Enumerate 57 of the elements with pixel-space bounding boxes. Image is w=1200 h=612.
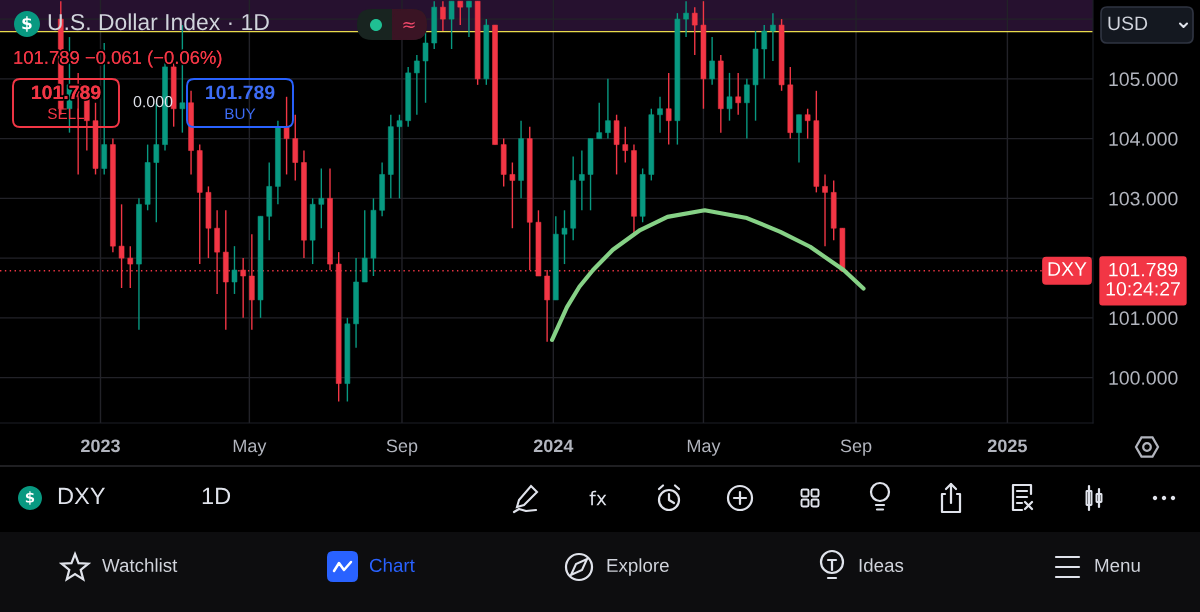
- candlestick: [231, 245, 238, 295]
- candlestick: [396, 114, 403, 200]
- candlestick: [735, 72, 741, 116]
- x-tick-label: Sep: [840, 439, 872, 456]
- candlestick: [796, 114, 802, 164]
- candlestick: [726, 72, 733, 122]
- candlestick: [457, 0, 464, 26]
- candlestick: [509, 161, 516, 229]
- ref-line-label: DXY: [1048, 262, 1087, 276]
- candlestick: [292, 114, 299, 182]
- candlestick: [579, 149, 585, 212]
- candlestick: [744, 78, 750, 140]
- annotation: 101.789: [206, 85, 275, 100]
- candlestick: [691, 6, 698, 56]
- y-tick-label: 100.000: [1109, 371, 1178, 385]
- y-tick-label: 101.000: [1109, 311, 1178, 326]
- candlestick: [318, 167, 325, 229]
- candlestick: [657, 96, 663, 134]
- candlestick: [596, 102, 602, 140]
- candlestick: [665, 72, 672, 146]
- x-tick-label: 2024: [533, 439, 574, 453]
- candlestick: [770, 12, 776, 62]
- x-tick-label: May: [233, 439, 267, 456]
- text: Chart: [369, 558, 415, 573]
- candlestick: [561, 209, 568, 265]
- candlestick: [448, 0, 455, 50]
- candlestick: [440, 0, 446, 32]
- x-tick-label: Sep: [386, 439, 418, 456]
- candlestick: [709, 36, 715, 86]
- y-tick-label: 103.000: [1109, 191, 1178, 206]
- annotation: BUY: [225, 108, 256, 120]
- candlestick: [683, 0, 689, 38]
- text: DXY: [58, 487, 106, 505]
- candlestick: [761, 24, 767, 80]
- text: 101.789 10:24:27: [1106, 262, 1180, 296]
- text: Ideas: [859, 558, 904, 573]
- y-tick-label: 104.000: [1109, 132, 1178, 146]
- candlestick: [622, 125, 629, 164]
- candlestick: [613, 114, 620, 176]
- candlestick: [804, 108, 811, 140]
- candlestick: [822, 173, 828, 247]
- text: USD: [1108, 16, 1148, 31]
- candlestick: [466, 0, 472, 38]
- candlestick: [605, 78, 611, 140]
- y-tick-label: 105.000: [1109, 72, 1178, 87]
- text: 1D: [202, 487, 231, 505]
- candlestick: [414, 54, 420, 116]
- candlestick: [361, 209, 368, 283]
- line-series: [549, 208, 866, 343]
- text: Explore: [607, 558, 669, 576]
- x-tick-label: 2025: [987, 439, 1027, 453]
- x-tick-label: May: [687, 439, 721, 456]
- candlestick: [422, 30, 429, 104]
- text: Watchlist: [102, 558, 178, 573]
- text: Menu: [1095, 558, 1140, 573]
- candlestick: [283, 96, 290, 176]
- x-tick-label: 2023: [81, 439, 120, 453]
